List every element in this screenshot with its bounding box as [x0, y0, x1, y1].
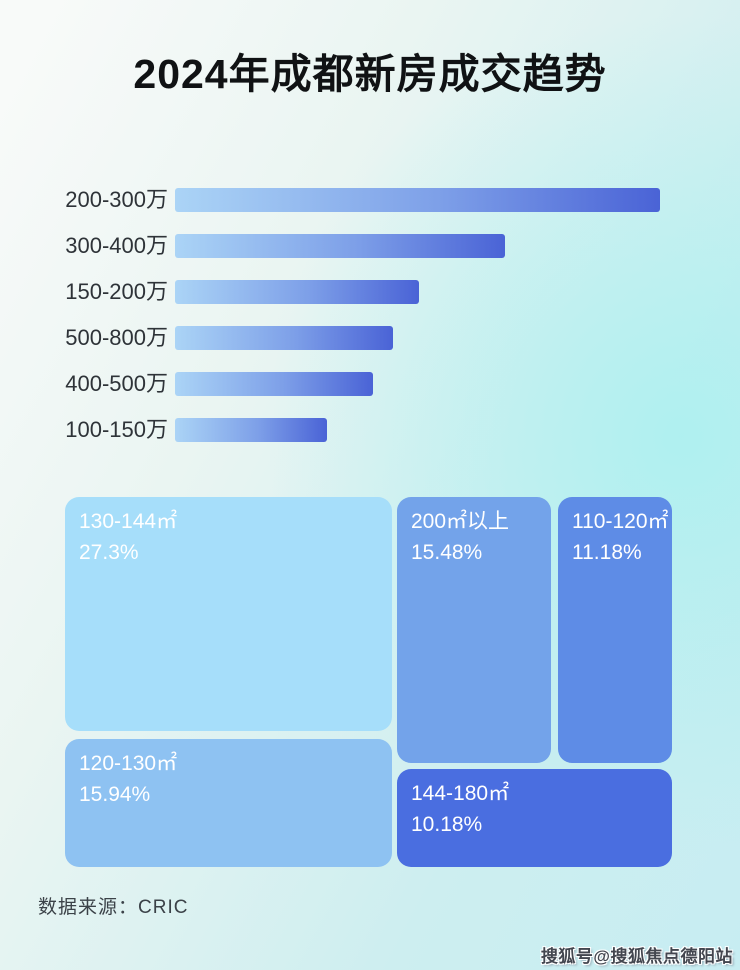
watermark: 搜狐号@搜狐焦点德阳站: [540, 947, 733, 966]
cell-label: 120-130㎡: [79, 752, 178, 775]
cell-percent: 15.94%: [79, 783, 151, 806]
area-size-treemap: 130-144㎡ 27.3% 120-130㎡ 15.94% 200㎡以上 15…: [65, 497, 672, 867]
page-title: 2024年成都新房成交趋势: [133, 51, 607, 97]
bar-label: 100-150万: [65, 417, 168, 442]
cell-label: 144-180㎡: [411, 782, 510, 805]
cell-percent: 10.18%: [411, 813, 483, 836]
bar-label: 500-800万: [65, 325, 168, 350]
bar-row: 500-800万: [38, 326, 660, 350]
treemap-cell-200-plus: 200㎡以上 15.48%: [397, 497, 551, 763]
bar-200-300: [175, 188, 660, 212]
bar-300-400: [175, 234, 505, 258]
bar-label: 150-200万: [65, 279, 168, 304]
bar-row: 200-300万: [38, 188, 660, 212]
bar-row: 400-500万: [38, 372, 660, 396]
cell-label: 130-144㎡: [79, 510, 178, 533]
bar-label: 200-300万: [65, 187, 168, 212]
bar-100-150: [175, 418, 327, 442]
bar-row: 100-150万: [38, 418, 660, 442]
price-range-bar-chart: 200-300万 300-400万 150-200万 500-800万 400-…: [38, 188, 660, 464]
bar-label: 300-400万: [65, 233, 168, 258]
bar-500-800: [175, 326, 393, 350]
treemap-cell-110-120: 110-120㎡ 11.18%: [558, 497, 672, 763]
data-source-note: 数据来源：CRIC: [38, 897, 189, 918]
bar-400-500: [175, 372, 373, 396]
cell-percent: 15.48%: [411, 541, 483, 564]
bar-row: 150-200万: [38, 280, 660, 304]
treemap-cell-120-130: 120-130㎡ 15.94%: [65, 739, 392, 867]
bar-150-200: [175, 280, 419, 304]
treemap-cell-144-180: 144-180㎡ 10.18%: [397, 769, 672, 867]
bar-label: 400-500万: [65, 371, 168, 396]
treemap-cell-130-144: 130-144㎡ 27.3%: [65, 497, 392, 731]
bar-row: 300-400万: [38, 234, 660, 258]
cell-label: 110-120㎡: [572, 510, 669, 533]
cell-percent: 11.18%: [572, 541, 642, 564]
cell-label: 200㎡以上: [411, 510, 510, 533]
cell-percent: 27.3%: [79, 541, 139, 564]
